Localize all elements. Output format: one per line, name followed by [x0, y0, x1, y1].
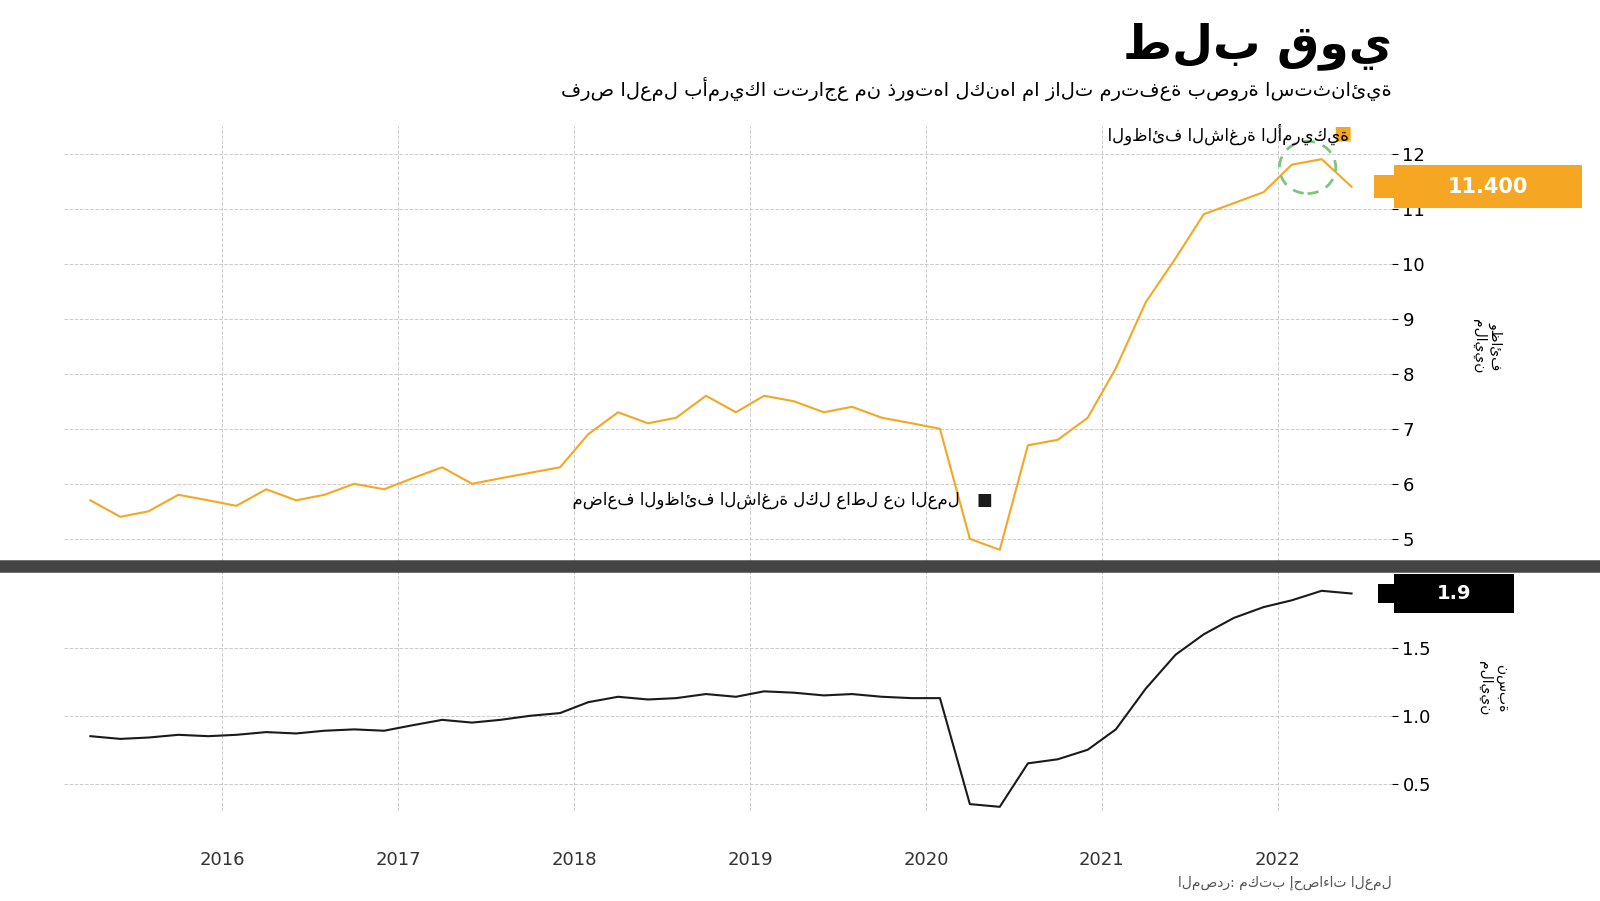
Text: مضاعف الوظائف الشاغرة لكل عاطل عن العمل: مضاعف الوظائف الشاغرة لكل عاطل عن العمل: [562, 491, 960, 509]
Text: 2020: 2020: [902, 851, 949, 869]
Text: المصدر: مكتب إحصاءات العمل: المصدر: مكتب إحصاءات العمل: [1178, 876, 1392, 890]
Text: 2016: 2016: [200, 851, 245, 869]
Text: طلب قوي: طلب قوي: [1123, 23, 1392, 70]
Text: فرص العمل بأمريكا تتراجع من ذروتها لكنها ما زالت مرتفعة بصورة استثنائية: فرص العمل بأمريكا تتراجع من ذروتها لكنها…: [562, 77, 1392, 101]
Text: 1.9: 1.9: [1437, 584, 1470, 603]
Text: ■: ■: [1334, 123, 1352, 142]
Text: 2022: 2022: [1254, 851, 1301, 869]
Text: 2021: 2021: [1078, 851, 1125, 869]
Text: 2018: 2018: [552, 851, 597, 869]
Y-axis label: وظائف
ملايين: وظائف ملايين: [1472, 319, 1502, 373]
Text: 2019: 2019: [726, 851, 773, 869]
Text: الوظائف الشاغرة الأمريكية: الوظائف الشاغرة الأمريكية: [1098, 123, 1349, 145]
Text: 2017: 2017: [376, 851, 421, 869]
Text: ■: ■: [976, 491, 992, 509]
Y-axis label: نسبة
ملايين: نسبة ملايين: [1478, 661, 1509, 715]
Text: 11.400: 11.400: [1448, 177, 1528, 196]
